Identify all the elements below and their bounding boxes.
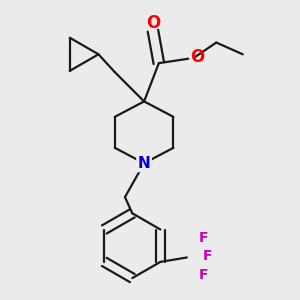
Text: F: F <box>203 249 212 263</box>
Text: F: F <box>198 231 208 245</box>
Text: F: F <box>198 268 208 282</box>
Text: O: O <box>190 48 204 66</box>
Text: O: O <box>146 14 160 32</box>
Text: N: N <box>138 156 151 171</box>
